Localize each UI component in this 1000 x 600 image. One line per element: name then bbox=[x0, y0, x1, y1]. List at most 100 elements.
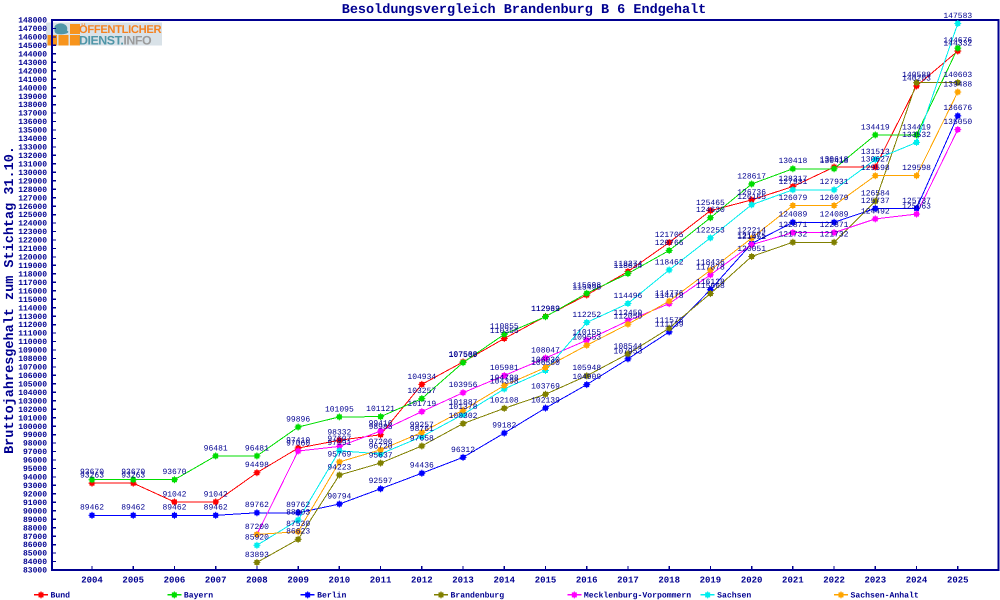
svg-text:93263: 93263 bbox=[80, 472, 104, 481]
svg-text:134000: 134000 bbox=[18, 135, 47, 144]
svg-text:98985: 98985 bbox=[369, 423, 393, 432]
svg-text:89762: 89762 bbox=[286, 501, 310, 510]
svg-text:98332: 98332 bbox=[327, 429, 351, 438]
svg-text:129598: 129598 bbox=[902, 164, 931, 173]
svg-text:120000: 120000 bbox=[18, 254, 47, 263]
svg-text:2004: 2004 bbox=[81, 575, 103, 585]
svg-text:124492: 124492 bbox=[861, 207, 890, 216]
svg-text:106580: 106580 bbox=[531, 359, 560, 368]
svg-text:101378: 101378 bbox=[449, 403, 478, 412]
svg-text:116000: 116000 bbox=[18, 287, 47, 296]
svg-text:2016: 2016 bbox=[576, 575, 598, 585]
svg-text:104934: 104934 bbox=[407, 373, 436, 382]
svg-text:118436: 118436 bbox=[696, 259, 725, 268]
svg-text:94436: 94436 bbox=[410, 462, 434, 471]
svg-text:85920: 85920 bbox=[245, 534, 269, 543]
svg-text:83000: 83000 bbox=[23, 567, 47, 576]
svg-text:108000: 108000 bbox=[18, 355, 47, 364]
svg-text:103769: 103769 bbox=[531, 383, 560, 392]
svg-text:2019: 2019 bbox=[700, 575, 722, 585]
svg-text:115000: 115000 bbox=[18, 296, 47, 305]
svg-text:124630: 124630 bbox=[696, 206, 725, 215]
svg-text:107509: 107509 bbox=[449, 351, 478, 360]
svg-text:98000: 98000 bbox=[23, 440, 47, 449]
svg-text:114478: 114478 bbox=[655, 292, 684, 301]
svg-text:ÖFFENTLICHER: ÖFFENTLICHER bbox=[79, 23, 161, 36]
svg-text:106000: 106000 bbox=[18, 372, 47, 381]
svg-text:2017: 2017 bbox=[617, 575, 639, 585]
svg-text:107000: 107000 bbox=[18, 364, 47, 373]
svg-text:111000: 111000 bbox=[18, 330, 47, 339]
svg-text:91042: 91042 bbox=[204, 490, 228, 499]
svg-text:102139: 102139 bbox=[531, 396, 560, 405]
svg-text:87000: 87000 bbox=[23, 533, 47, 542]
svg-text:99182: 99182 bbox=[492, 421, 516, 430]
svg-text:131513: 131513 bbox=[861, 148, 890, 157]
svg-text:104909: 104909 bbox=[572, 373, 601, 382]
svg-text:139000: 139000 bbox=[18, 93, 47, 102]
svg-text:105000: 105000 bbox=[18, 380, 47, 389]
svg-text:127931: 127931 bbox=[778, 178, 807, 187]
svg-text:103956: 103956 bbox=[449, 381, 478, 390]
svg-text:97658: 97658 bbox=[410, 434, 434, 443]
svg-text:100302: 100302 bbox=[449, 412, 478, 421]
svg-text:124089: 124089 bbox=[778, 211, 807, 220]
svg-text:96481: 96481 bbox=[245, 444, 269, 453]
svg-text:94498: 94498 bbox=[245, 461, 269, 470]
svg-text:2014: 2014 bbox=[493, 575, 515, 585]
svg-text:99257: 99257 bbox=[410, 421, 434, 430]
svg-text:112000: 112000 bbox=[18, 321, 47, 330]
svg-text:95000: 95000 bbox=[23, 465, 47, 474]
svg-text:2011: 2011 bbox=[370, 575, 392, 585]
svg-text:114776: 114776 bbox=[655, 290, 684, 299]
svg-text:Berlin: Berlin bbox=[317, 592, 346, 600]
svg-text:144000: 144000 bbox=[18, 50, 47, 59]
svg-text:140203: 140203 bbox=[902, 74, 931, 83]
svg-text:124000: 124000 bbox=[18, 220, 47, 229]
svg-text:86623: 86623 bbox=[286, 528, 310, 537]
svg-text:92000: 92000 bbox=[23, 490, 47, 499]
svg-text:101095: 101095 bbox=[325, 405, 354, 414]
svg-text:125737: 125737 bbox=[902, 197, 931, 206]
svg-text:102000: 102000 bbox=[18, 406, 47, 415]
svg-text:145000: 145000 bbox=[18, 42, 47, 51]
svg-text:99416: 99416 bbox=[369, 420, 393, 429]
svg-text:140603: 140603 bbox=[943, 71, 972, 80]
svg-text:125737: 125737 bbox=[861, 197, 890, 206]
svg-text:114000: 114000 bbox=[18, 304, 47, 313]
svg-text:130418: 130418 bbox=[778, 157, 807, 166]
svg-text:122871: 122871 bbox=[778, 221, 807, 230]
svg-text:2005: 2005 bbox=[122, 575, 144, 585]
svg-text:126165: 126165 bbox=[737, 193, 766, 202]
svg-text:103000: 103000 bbox=[18, 397, 47, 406]
svg-text:Mecklenburg-Vorpommern: Mecklenburg-Vorpommern bbox=[584, 592, 691, 600]
svg-text:97060: 97060 bbox=[286, 439, 310, 448]
svg-text:87530: 87530 bbox=[286, 520, 310, 529]
svg-text:140588: 140588 bbox=[902, 71, 931, 80]
svg-text:Sachsen: Sachsen bbox=[717, 592, 751, 600]
svg-text:89462: 89462 bbox=[204, 504, 228, 513]
svg-text:121732: 121732 bbox=[820, 231, 849, 240]
svg-text:88903: 88903 bbox=[286, 508, 310, 517]
svg-text:111139: 111139 bbox=[655, 320, 684, 329]
svg-text:122214: 122214 bbox=[737, 227, 766, 236]
svg-text:130627: 130627 bbox=[861, 155, 890, 164]
svg-text:125465: 125465 bbox=[696, 199, 725, 208]
svg-text:115698: 115698 bbox=[572, 282, 601, 291]
svg-text:109000: 109000 bbox=[18, 347, 47, 356]
svg-text:106930: 106930 bbox=[531, 356, 560, 365]
svg-text:135050: 135050 bbox=[943, 118, 972, 127]
svg-text:96720: 96720 bbox=[369, 442, 393, 451]
svg-text:88000: 88000 bbox=[23, 524, 47, 533]
svg-text:133532: 133532 bbox=[902, 131, 931, 140]
svg-text:137000: 137000 bbox=[18, 110, 47, 119]
svg-text:142000: 142000 bbox=[18, 67, 47, 76]
svg-text:89462: 89462 bbox=[121, 504, 145, 513]
svg-text:100000: 100000 bbox=[18, 423, 47, 432]
svg-text:96312: 96312 bbox=[451, 446, 475, 455]
svg-text:140000: 140000 bbox=[18, 84, 47, 93]
svg-text:120051: 120051 bbox=[737, 245, 766, 254]
svg-text:2008: 2008 bbox=[246, 575, 268, 585]
svg-text:Bayern: Bayern bbox=[184, 592, 213, 600]
svg-text:121000: 121000 bbox=[18, 245, 47, 254]
